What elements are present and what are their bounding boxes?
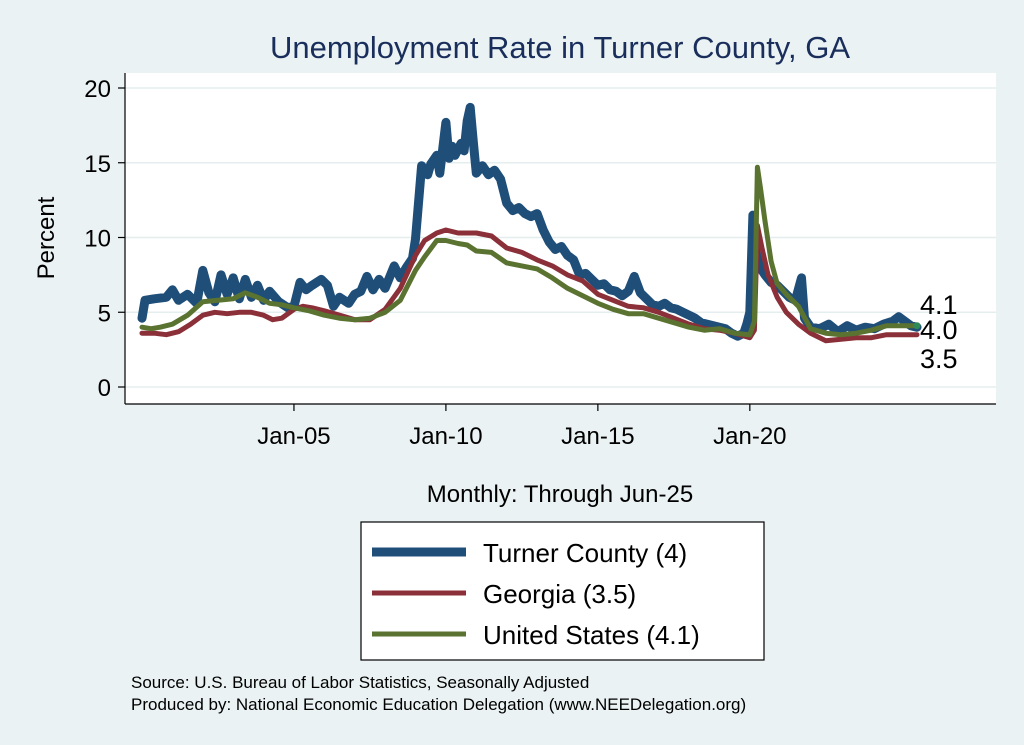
produced-by-note: Produced by: National Economic Education… <box>131 695 746 714</box>
axes <box>124 73 996 405</box>
end-marker <box>913 322 921 330</box>
y-tick-label: 20 <box>84 76 111 103</box>
chart-title: Unemployment Rate in Turner County, GA <box>270 30 850 65</box>
series-line-united-states-4-1 <box>139 164 920 338</box>
x-axis-title: Monthly: Through Jun-25 <box>427 481 693 508</box>
end-label: 3.5 <box>920 344 958 374</box>
gridlines <box>125 87 996 388</box>
series-line-georgia-3-5 <box>139 223 920 344</box>
end-labels: 4.14.03.5 <box>920 290 958 374</box>
y-axis-title: Percent <box>33 196 60 279</box>
legend-label: United States (4.1) <box>483 620 700 650</box>
x-ticks: Jan-05 Jan-10 Jan-15 Jan-20 <box>257 404 787 450</box>
x-tick-label: Jan-05 <box>257 423 330 450</box>
x-tick-label: Jan-20 <box>713 423 786 450</box>
plot-area <box>125 73 996 404</box>
y-tick-label: 5 <box>98 300 111 327</box>
end-label: 4.0 <box>920 315 958 345</box>
series-layer <box>137 102 922 344</box>
legend-label: Georgia (3.5) <box>483 579 636 609</box>
legend: Turner County (4) Georgia (3.5) United Sta… <box>360 521 765 661</box>
end-label: 4.1 <box>920 290 958 320</box>
x-tick-label: Jan-10 <box>409 423 482 450</box>
y-ticks: 0 5 10 15 20 <box>84 76 125 402</box>
y-tick-label: 0 <box>98 375 111 402</box>
y-tick-label: 10 <box>84 226 111 253</box>
y-tick-label: 15 <box>84 151 111 178</box>
legend-label: Turner County (4) <box>483 538 687 568</box>
x-tick-label: Jan-15 <box>561 423 634 450</box>
source-note: Source: U.S. Bureau of Labor Statistics,… <box>131 673 589 692</box>
